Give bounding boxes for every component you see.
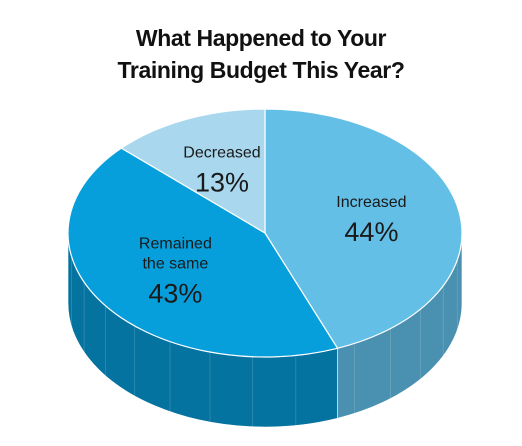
slice-label-1-1: the same bbox=[142, 255, 208, 272]
chart-title: What Happened to Your Training Budget Th… bbox=[0, 22, 522, 86]
chart-title-line-2: Training Budget This Year? bbox=[117, 57, 405, 83]
slice-label-2-0: Decreased bbox=[183, 144, 260, 161]
slice-value-2: 13% bbox=[195, 167, 249, 197]
slice-label-1-0: Remained bbox=[139, 235, 212, 252]
chart-title-line-1: What Happened to Your bbox=[135, 25, 387, 51]
slice-label-0-0: Increased bbox=[336, 194, 406, 211]
pie-slice-0 bbox=[264, 108, 463, 349]
slice-value-1: 43% bbox=[148, 278, 202, 308]
pie-slice-2 bbox=[120, 108, 266, 234]
slice-value-0: 44% bbox=[344, 217, 398, 247]
pie-slice-1 bbox=[67, 147, 339, 358]
